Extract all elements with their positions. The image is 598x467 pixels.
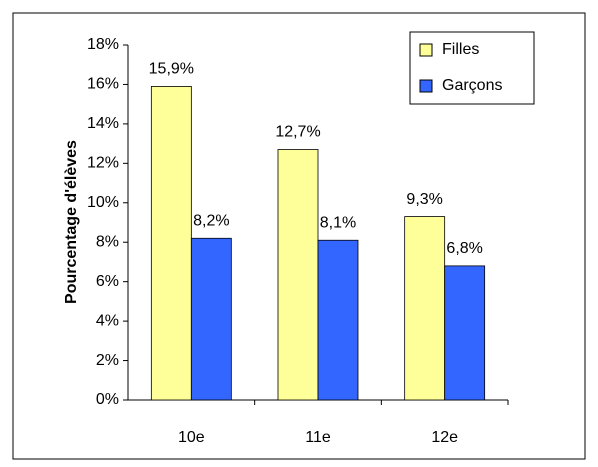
y-tick-label: 0% [96,391,119,408]
data-label: 15,9% [149,61,194,78]
y-tick-label: 16% [87,76,119,93]
y-tick-label: 2% [96,352,119,369]
bar [317,239,359,401]
y-tick-label: 4% [96,312,119,329]
data-label: 8,1% [320,214,356,231]
bar [444,265,486,401]
data-label: 12,7% [275,124,320,141]
y-tick-label: 6% [96,273,119,290]
legend-label: Filles [442,41,479,58]
legend-label: Garçons [442,77,502,94]
bar [190,237,232,401]
x-tick-label: 12e [431,429,458,446]
y-tick-label: 14% [87,115,119,132]
legend-swatch [419,43,433,57]
bar [277,149,319,401]
bar [150,86,192,401]
y-axis-label: Pourcentage d'élèves [63,140,80,304]
y-tick-label: 8% [96,233,119,250]
data-label: 9,3% [406,191,442,208]
y-tick-label: 18% [87,36,119,53]
y-tick-label: 10% [87,194,119,211]
legend-swatch [419,79,433,93]
x-tick-label: 11e [305,429,331,446]
bar [404,216,446,401]
x-tick-label: 10e [178,429,205,446]
data-label: 6,8% [446,240,482,257]
data-label: 8,2% [193,212,229,229]
y-tick-label: 12% [87,155,119,172]
